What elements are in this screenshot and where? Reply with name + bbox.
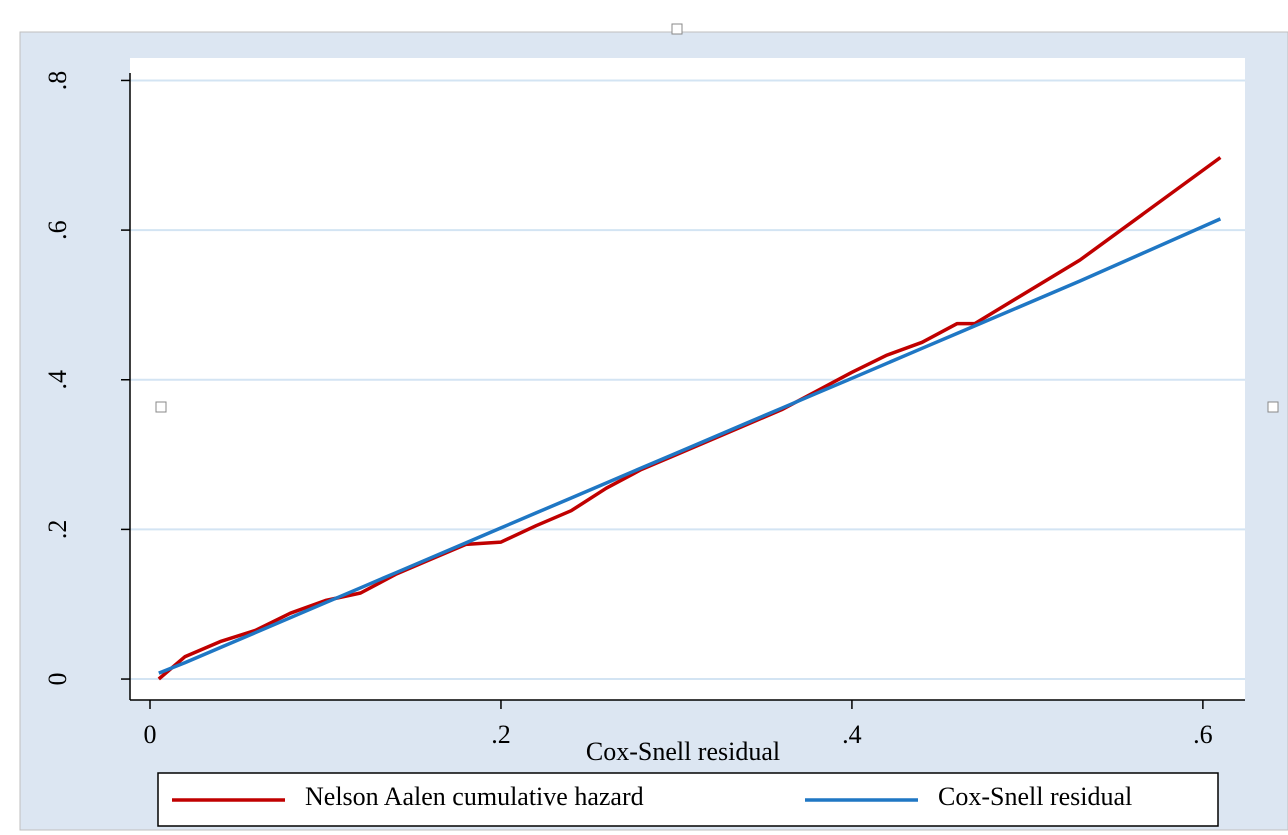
x-tick-label: .2 xyxy=(491,720,511,749)
handle xyxy=(1267,401,1279,413)
y-tick-label: .8 xyxy=(43,71,72,91)
x-tick-label: 0 xyxy=(144,720,157,749)
y-tick-label: .4 xyxy=(43,370,72,390)
x-tick-label: .6 xyxy=(1193,720,1213,749)
x-tick-label: .4 xyxy=(842,720,862,749)
y-tick-label: 0 xyxy=(43,673,72,686)
series-line xyxy=(157,156,1222,681)
series-line xyxy=(158,217,1222,675)
legend-label: Nelson Aalen cumulative hazard xyxy=(305,782,644,811)
legend-label: Cox-Snell residual xyxy=(938,782,1132,811)
y-tick-label: .6 xyxy=(43,220,72,240)
y-tick-label: .2 xyxy=(43,520,72,540)
handle xyxy=(155,401,167,413)
x-axis-title: Cox-Snell residual xyxy=(586,737,780,766)
legend-box xyxy=(157,772,1219,827)
handle xyxy=(671,23,683,35)
